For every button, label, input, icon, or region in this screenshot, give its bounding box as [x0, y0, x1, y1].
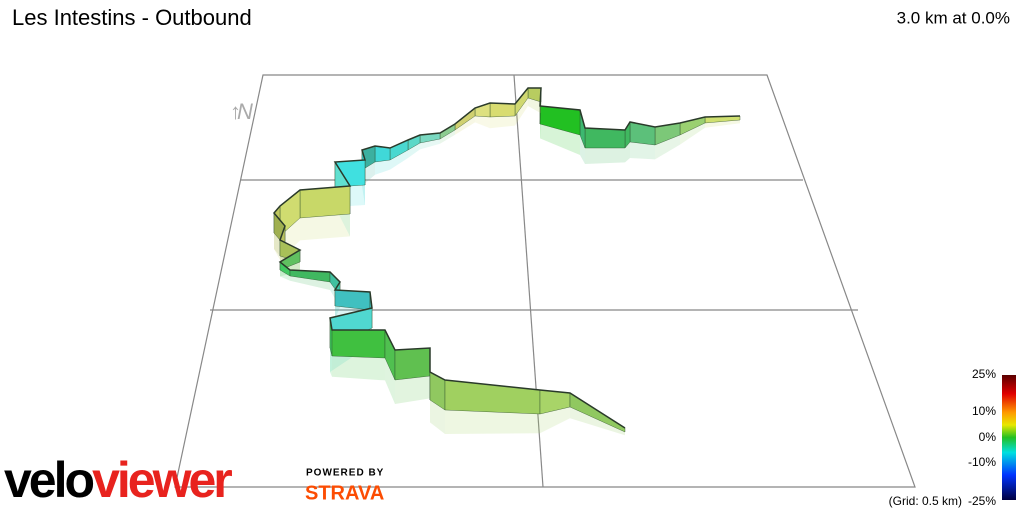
route-reflection — [705, 120, 740, 128]
route-reflection — [455, 116, 475, 135]
route-reflection — [540, 102, 541, 139]
grid-line — [513, 74, 544, 488]
route-reflection — [655, 135, 680, 160]
scale-label: 25% — [972, 367, 996, 381]
route-wall — [331, 329, 386, 359]
route-reflection — [300, 214, 350, 241]
route-reflection — [408, 143, 420, 158]
route-reflection — [274, 233, 280, 260]
scale-label: 0% — [979, 430, 997, 444]
route-wall — [394, 347, 431, 381]
route-reflection — [430, 400, 445, 434]
scale-label: 10% — [972, 404, 996, 418]
route-top — [273, 87, 741, 429]
route-reflection — [390, 150, 408, 170]
route-reflection — [395, 376, 430, 404]
route-wall — [629, 121, 656, 146]
route-wall — [299, 185, 351, 219]
route-reflection — [540, 124, 580, 155]
route-reflection — [630, 142, 655, 160]
route-reflection — [570, 407, 625, 436]
scale-label: -25% — [968, 494, 996, 508]
route-reflection — [445, 410, 540, 434]
route-wall — [584, 127, 626, 149]
route-reflection — [528, 98, 541, 114]
route-reflection — [515, 98, 528, 126]
route-reflection — [290, 276, 330, 290]
route-reflection — [490, 116, 515, 129]
route-reflection — [375, 160, 390, 175]
route-wall — [489, 102, 516, 118]
route-reflection — [680, 123, 705, 145]
route-reflection — [580, 135, 585, 164]
route-reflection — [475, 116, 490, 129]
route-reflection — [362, 162, 375, 186]
route-reflection — [385, 358, 395, 404]
logo-part: velo — [4, 452, 94, 508]
route-reflection — [420, 139, 440, 150]
route-reflection — [540, 407, 570, 434]
color-scale — [1002, 375, 1016, 500]
route — [273, 87, 741, 436]
grid-border — [174, 74, 916, 488]
grid — [174, 74, 916, 488]
title: Les Intestins - Outbound — [12, 5, 252, 30]
grid-note: (Grid: 0.5 km) — [889, 494, 962, 508]
logo-part: viewer — [92, 452, 232, 508]
route-reflection — [585, 148, 625, 164]
scale-label: -10% — [968, 455, 996, 469]
route-reflection — [330, 348, 332, 377]
logo: veloviewer — [4, 452, 232, 508]
compass: N — [237, 99, 253, 124]
summary: 3.0 km at 0.0% — [897, 8, 1010, 27]
compass-arrow: ↑ — [230, 99, 241, 124]
route-reflection — [440, 130, 455, 144]
powered-by: POWERED BY — [306, 468, 384, 479]
route-reflection — [625, 142, 630, 163]
route-reflection — [280, 270, 290, 281]
strava: STRAVA — [305, 482, 384, 504]
route-reflection — [332, 356, 385, 381]
